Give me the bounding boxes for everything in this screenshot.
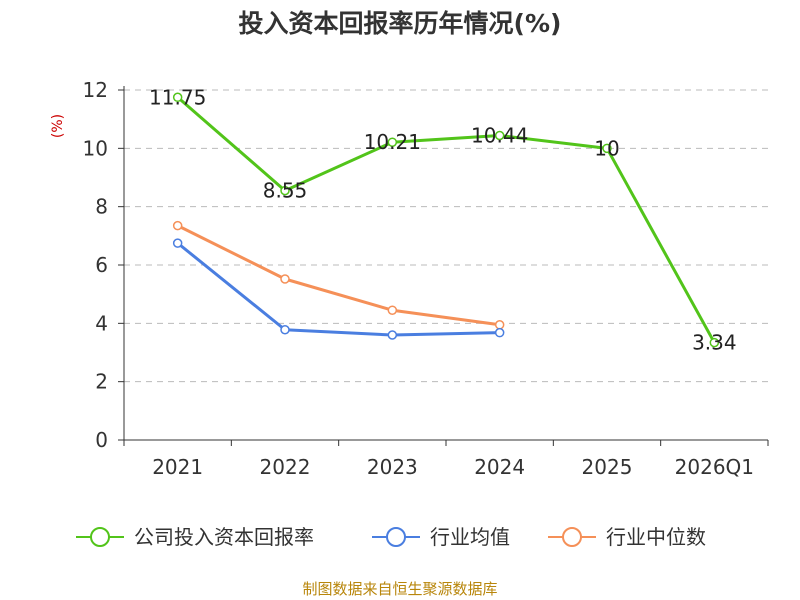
data-point [280,325,290,335]
x-tick-label: 2026Q1 [675,455,754,479]
source-note: 制图数据来自恒生聚源数据库 [302,580,497,598]
legend-label: 公司投入资本回报率 [134,525,314,549]
x-tick-label: 2021 [152,455,203,479]
data-point [172,92,183,103]
legend-label: 行业中位数 [606,525,706,549]
grid-lines [124,89,768,383]
data-label: 11.75 [149,85,206,109]
legend-marker [90,527,110,547]
data-point [494,130,505,141]
y-axis-unit-label: (%) [50,114,66,138]
data-label: 10.21 [364,130,421,154]
chart-title: 投入资本回报率历年情况(%) [239,9,562,38]
data-label: 3.34 [692,331,737,355]
data-point [280,274,290,284]
x-axis-ticks: 2021 2022 2023 2024 2025 2026Q1 [123,440,769,479]
y-tick-label: 0 [95,428,108,452]
data-point [387,137,398,147]
data-point [387,330,398,340]
series-line-1 [176,241,500,337]
legend-label: 行业均值 [430,525,510,549]
data-point [602,143,612,154]
y-tick-label: 2 [95,370,108,394]
y-axis-ticks: 0 2 4 6 8 10 12 [83,78,124,452]
y-tick-label: 12 [83,78,108,102]
data-labels: 11.75 8.55 10.21 10.44 10 3.34 [149,85,737,354]
y-tick-label: 6 [95,253,108,277]
legend-marker [562,527,582,547]
data-point [172,238,183,248]
series-line-0 [176,96,716,344]
y-tick-label: 8 [95,195,108,219]
series-group [172,92,720,348]
data-label: 8.55 [263,179,308,203]
x-tick-label: 2023 [367,455,418,479]
series-line-2 [176,224,500,327]
y-tick-label: 4 [95,311,108,335]
x-tick-label: 2025 [582,455,633,479]
data-point [494,327,505,338]
data-label: 10 [594,136,619,160]
data-point [172,220,183,231]
x-tick-label: 2022 [260,455,311,479]
data-point [280,185,290,196]
legend[interactable]: 公司投入资本回报率 行业均值 行业中位数 [76,525,706,549]
legend-item[interactable]: 行业均值 [372,525,510,549]
legend-marker [386,527,406,547]
data-point [494,320,505,330]
data-point [709,337,720,348]
legend-item[interactable]: 行业中位数 [548,525,706,549]
x-tick-label: 2024 [474,455,525,479]
data-label: 10.44 [471,124,528,148]
y-tick-label: 10 [83,136,108,160]
legend-item[interactable]: 公司投入资本回报率 [76,525,314,549]
data-point [387,305,398,315]
